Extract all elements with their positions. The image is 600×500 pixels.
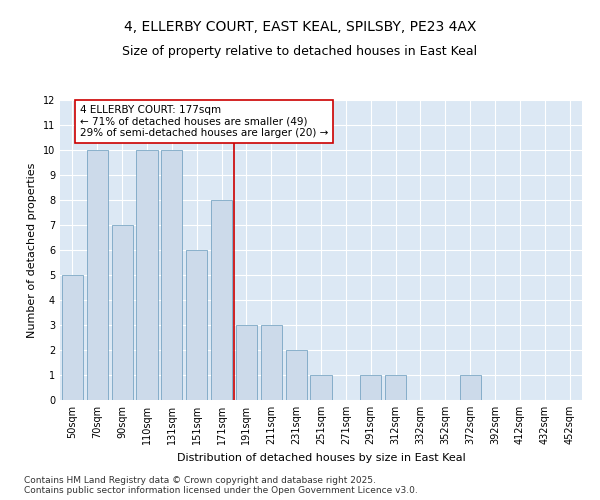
Text: Contains HM Land Registry data © Crown copyright and database right 2025.
Contai: Contains HM Land Registry data © Crown c… bbox=[24, 476, 418, 495]
Bar bbox=[286, 350, 307, 400]
Bar bbox=[310, 375, 332, 400]
Bar bbox=[460, 375, 481, 400]
Text: 4 ELLERBY COURT: 177sqm
← 71% of detached houses are smaller (49)
29% of semi-de: 4 ELLERBY COURT: 177sqm ← 71% of detache… bbox=[80, 105, 328, 138]
Y-axis label: Number of detached properties: Number of detached properties bbox=[27, 162, 37, 338]
Bar bbox=[161, 150, 182, 400]
Bar bbox=[385, 375, 406, 400]
Bar bbox=[112, 225, 133, 400]
Bar bbox=[136, 150, 158, 400]
Bar bbox=[211, 200, 232, 400]
Bar bbox=[87, 150, 108, 400]
Bar bbox=[360, 375, 381, 400]
Text: Size of property relative to detached houses in East Keal: Size of property relative to detached ho… bbox=[122, 45, 478, 58]
Bar bbox=[62, 275, 83, 400]
Text: 4, ELLERBY COURT, EAST KEAL, SPILSBY, PE23 4AX: 4, ELLERBY COURT, EAST KEAL, SPILSBY, PE… bbox=[124, 20, 476, 34]
Bar bbox=[236, 325, 257, 400]
Bar bbox=[261, 325, 282, 400]
Bar bbox=[186, 250, 207, 400]
X-axis label: Distribution of detached houses by size in East Keal: Distribution of detached houses by size … bbox=[176, 452, 466, 462]
